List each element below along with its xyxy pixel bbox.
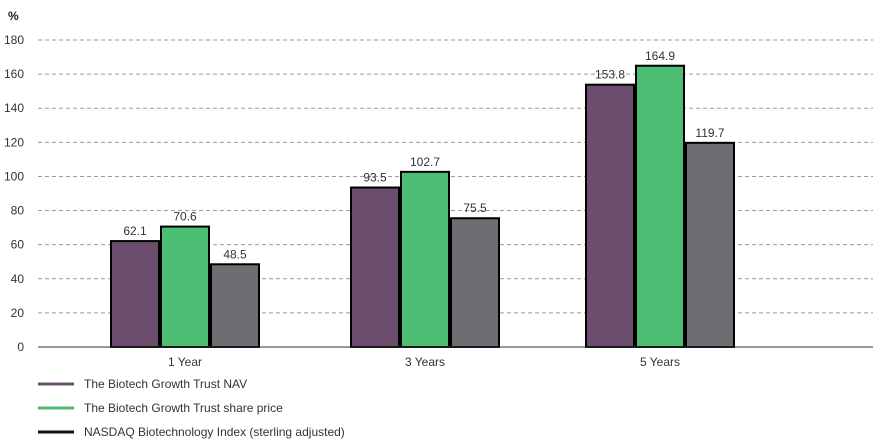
y-tick-label: 60: [11, 238, 25, 252]
bar: [400, 170, 450, 348]
data-label: 75.5: [463, 201, 487, 215]
bar: [585, 83, 635, 349]
y-tick-label: 80: [11, 204, 25, 218]
data-label: 62.1: [123, 224, 147, 238]
bar: [110, 240, 160, 349]
y-tick-label: 40: [11, 272, 25, 286]
data-label: 102.7: [410, 155, 440, 169]
bar: [160, 225, 210, 349]
bar: [450, 217, 500, 348]
y-tick-label: 100: [4, 169, 24, 183]
bars: 62.1 70.6 48.5 93.5 102.7 75.5 153.8 164.9 119.7: [110, 49, 735, 349]
data-label: 93.5: [363, 171, 387, 185]
y-axis-ticks: 0 20 40 60 80 100 120 140 160 180: [4, 33, 24, 354]
y-tick-label: 140: [4, 101, 24, 115]
data-label: 164.9: [645, 49, 675, 63]
bar: [635, 64, 685, 349]
data-label: 70.6: [173, 210, 197, 224]
legend-label: The Biotech Growth Trust NAV: [84, 377, 247, 391]
x-category-label: 5 Years: [640, 355, 680, 369]
legend-label: NASDAQ Biotechnology Index (sterling adj…: [84, 425, 345, 439]
legend-label: The Biotech Growth Trust share price: [84, 401, 283, 415]
data-label: 153.8: [595, 68, 625, 82]
bar: [210, 263, 260, 348]
y-axis-unit-label: %: [8, 9, 19, 23]
legend: The Biotech Growth Trust NAV The Biotech …: [38, 377, 345, 439]
y-tick-label: 120: [4, 135, 24, 149]
bar: [350, 186, 400, 348]
y-tick-label: 0: [17, 340, 24, 354]
y-tick-label: 160: [4, 67, 24, 81]
x-category-label: 3 Years: [405, 355, 445, 369]
x-category-label: 1 Year: [168, 355, 202, 369]
data-label: 119.7: [695, 126, 724, 140]
y-tick-label: 180: [4, 33, 24, 47]
bar: [685, 141, 735, 348]
data-label: 48.5: [223, 247, 247, 261]
y-tick-label: 20: [11, 306, 25, 320]
x-axis-categories: 1 Year 3 Years 5 Years: [168, 355, 680, 369]
